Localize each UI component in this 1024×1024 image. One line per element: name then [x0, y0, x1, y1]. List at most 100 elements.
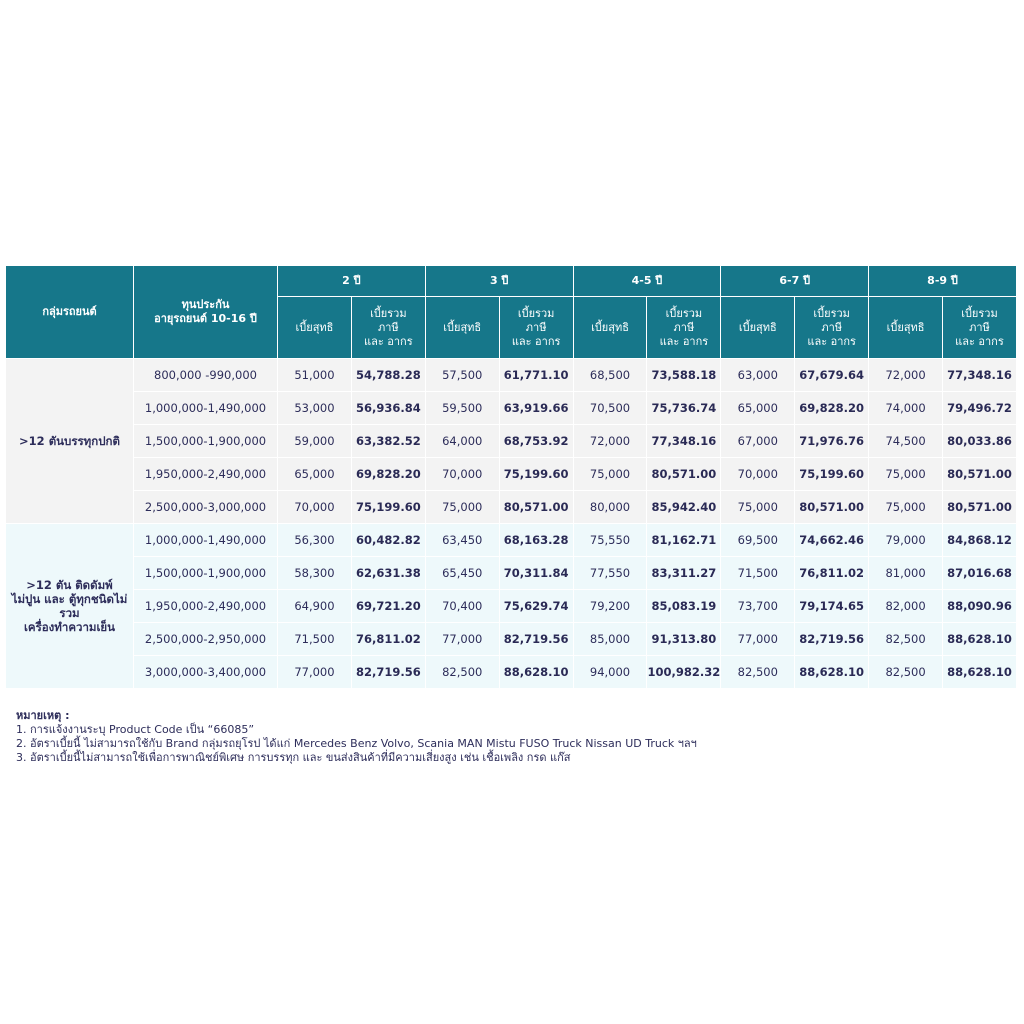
notes: หมายเหตุ : 1. การแจ้งงานระบุ Product Cod… [16, 709, 697, 765]
cell-line: ทุนประกัน [181, 298, 230, 311]
total-premium: 80,033.86 [942, 424, 1017, 458]
net-header: เบี้ยสุทธิ [424, 296, 500, 359]
net-premium: 82,000 [868, 589, 944, 623]
net-premium: 82,500 [720, 655, 796, 689]
sum-insured: 2,500,000-2,950,000 [133, 622, 278, 656]
sum-insured: 3,000,000-3,400,000 [133, 655, 278, 689]
table-header: กลุ่มรถยนต์ ทุนประกัน อายุรถยนต์ 10-16 ปี 2… [5, 265, 1017, 359]
notes-title: หมายเหตุ : [16, 709, 70, 722]
net-premium: 64,000 [424, 424, 500, 458]
net-premium: 73,700 [720, 589, 796, 623]
net-premium: 85,000 [572, 622, 648, 656]
total-premium: 70,311.84 [498, 556, 574, 590]
total-premium: 76,811.02 [794, 556, 870, 590]
cell-line: เครื่องทำความเย็น [23, 620, 116, 634]
net-premium: 67,000 [720, 424, 796, 458]
premium-table: กลุ่มรถยนต์ ทุนประกัน อายุรถยนต์ 10-16 ปี 2… [5, 265, 1017, 689]
total-premium: 67,679.64 [794, 358, 870, 392]
total-premium: 69,828.20 [350, 457, 426, 491]
total-premium: 80,571.00 [942, 457, 1017, 491]
net-premium: 74,000 [868, 391, 944, 425]
sum-insured: 1,500,000-1,900,000 [133, 424, 278, 458]
age-group-header: 8-9 ปี [868, 265, 1017, 297]
age-group-header: 6-7 ปี [720, 265, 870, 297]
total-premium: 100,982.32 [646, 655, 722, 689]
net-premium: 70,000 [720, 457, 796, 491]
total-premium: 75,629.74 [498, 589, 574, 623]
total-premium: 88,628.10 [794, 655, 870, 689]
total-premium: 75,199.60 [498, 457, 574, 491]
net-premium: 70,500 [572, 391, 648, 425]
total-premium: 77,348.16 [646, 424, 722, 458]
total-premium: 82,719.56 [350, 655, 426, 689]
total-premium: 77,348.16 [942, 358, 1017, 392]
total-premium: 68,163.28 [498, 523, 574, 557]
total-premium: 75,199.60 [794, 457, 870, 491]
total-premium: 75,736.74 [646, 391, 722, 425]
sum-insured: 1,000,000-1,490,000 [133, 523, 278, 557]
total-premium: 73,588.18 [646, 358, 722, 392]
total-header: เบี้ยรวม ภาษี และ อากร [350, 296, 426, 359]
cell-line: ภาษี [673, 320, 695, 334]
cell-line: และ อากร [659, 334, 709, 348]
net-premium: 64,900 [277, 589, 352, 623]
table-row: 1,000,000-1,490,000 53,000 56,936.84 59,500… [6, 391, 1017, 425]
net-premium: 82,500 [868, 622, 944, 656]
total-header: เบี้ยรวม ภาษี และ อากร [498, 296, 574, 359]
total-premium: 71,976.76 [794, 424, 870, 458]
net-premium: 70,000 [424, 457, 500, 491]
cell-line: ภาษี [377, 320, 399, 334]
total-premium: 69,828.20 [794, 391, 870, 425]
note-item: 3. อัตราเบี้ยนี้ไม่สามารถใช้เพื่อการพาณิ… [16, 751, 571, 764]
table-row: 1,950,000-2,490,000 65,000 69,828.20 70,000… [6, 457, 1017, 491]
cell-line: ไม่ปูน และ ตู้ทุกชนิดไม่ [11, 592, 128, 606]
net-premium: 77,550 [572, 556, 648, 590]
net-premium: 65,450 [424, 556, 500, 590]
cell-line: >12 ตัน ติดดัมพ์ [26, 578, 113, 592]
cell-line: และ อากร [364, 334, 413, 348]
table-row: 2,500,000-3,000,000 70,000 75,199.60 75,000… [6, 490, 1017, 524]
table-body: >12 ตันบรรทุกปกติ 800,000 -990,000 51,000 5… [5, 358, 1017, 689]
cell-line: ภาษี [821, 320, 843, 334]
net-premium: 79,000 [868, 523, 944, 557]
cell-line: เบี้ยรวม [665, 306, 703, 320]
net-premium: 77,000 [277, 655, 352, 689]
total-premium: 85,083.19 [646, 589, 722, 623]
age-group-header: 3 ปี [424, 265, 574, 297]
total-premium: 61,771.10 [498, 358, 574, 392]
cell-line: เบี้ยรวม [813, 306, 850, 320]
net-header: เบี้ยสุทธิ [868, 296, 944, 359]
total-premium: 88,628.10 [942, 655, 1017, 689]
cell-line: >12 ตันบรรทุกปกติ [19, 434, 120, 448]
total-premium: 74,662.46 [794, 523, 870, 557]
net-header: เบี้ยสุทธิ [277, 296, 352, 359]
age-group-header: 4-5 ปี [572, 265, 722, 297]
total-premium: 88,090.96 [942, 589, 1017, 623]
total-premium: 80,571.00 [942, 490, 1017, 524]
total-header: เบี้ยรวม ภาษี และ อากร [942, 296, 1017, 359]
total-header: เบี้ยรวม ภาษี และ อากร [794, 296, 870, 359]
net-premium: 69,500 [720, 523, 796, 557]
net-premium: 59,500 [424, 391, 500, 425]
total-premium: 63,919.66 [498, 391, 574, 425]
net-premium: 75,000 [868, 490, 944, 524]
net-premium: 77,000 [720, 622, 796, 656]
cell-line: เบี้ยรวม [961, 306, 998, 320]
total-premium: 83,311.27 [646, 556, 722, 590]
total-premium: 68,753.92 [498, 424, 574, 458]
total-premium: 60,482.82 [350, 523, 426, 557]
net-premium: 68,500 [572, 358, 648, 392]
note-item: 1. การแจ้งงานระบุ Product Code เป็น “660… [16, 723, 255, 736]
net-header: เบี้ยสุทธิ [720, 296, 796, 359]
net-premium: 71,500 [277, 622, 352, 656]
net-premium: 63,450 [424, 523, 500, 557]
cell-line: และ อากร [807, 334, 856, 348]
total-premium: 88,628.10 [942, 622, 1017, 656]
total-premium: 75,199.60 [350, 490, 426, 524]
net-premium: 82,500 [868, 655, 944, 689]
net-premium: 71,500 [720, 556, 796, 590]
net-premium: 75,550 [572, 523, 648, 557]
net-premium: 82,500 [424, 655, 500, 689]
total-premium: 80,571.00 [498, 490, 574, 524]
group-header: กลุ่มรถยนต์ [5, 265, 134, 359]
